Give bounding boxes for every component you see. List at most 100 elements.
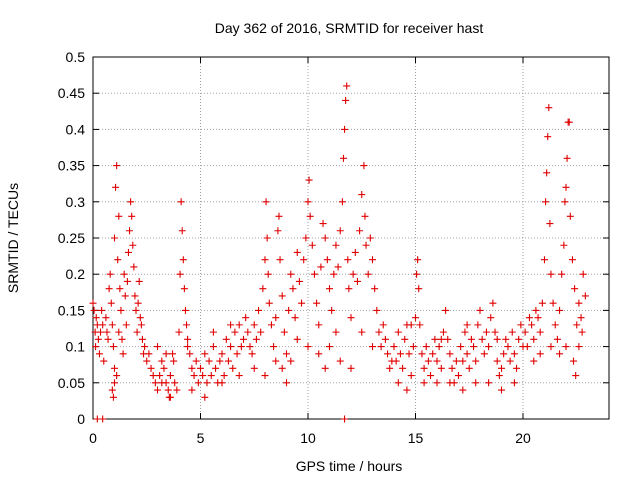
data-point (487, 314, 495, 322)
data-point (103, 328, 111, 336)
data-point (175, 328, 183, 336)
data-point (330, 270, 338, 278)
data-point (459, 357, 467, 365)
data-point (304, 198, 312, 206)
data-point (399, 364, 407, 372)
data-point (467, 335, 475, 343)
data-point (128, 212, 136, 220)
data-point (414, 256, 422, 264)
data-point (188, 364, 196, 372)
data-point (455, 372, 462, 380)
data-point (170, 357, 178, 365)
data-point (283, 350, 290, 358)
data-point (237, 343, 245, 351)
data-point (145, 350, 153, 358)
data-point (480, 350, 488, 358)
data-point (321, 234, 329, 242)
data-point (220, 372, 228, 380)
data-point (523, 343, 531, 351)
data-point (342, 96, 350, 104)
data-point (231, 328, 239, 336)
data-point (177, 198, 185, 206)
data-point (541, 256, 548, 264)
data-point (275, 212, 283, 220)
data-point (295, 277, 303, 285)
data-point (90, 306, 98, 314)
data-point (358, 191, 366, 199)
data-point (127, 198, 135, 206)
data-point (315, 321, 323, 329)
x-tick-label: 20 (515, 430, 531, 446)
data-point (180, 285, 188, 293)
data-point (233, 350, 241, 358)
x-tick-label: 10 (300, 430, 316, 446)
data-point (162, 350, 170, 358)
data-point (115, 328, 123, 336)
data-point (427, 372, 435, 380)
data-point (562, 343, 570, 351)
data-point (116, 285, 124, 293)
data-point (199, 372, 207, 380)
data-point (326, 285, 333, 293)
data-point (98, 306, 106, 314)
data-point (510, 379, 518, 387)
data-point (572, 372, 580, 380)
data-point (222, 335, 230, 343)
data-point (126, 227, 134, 235)
data-point (173, 386, 181, 394)
data-point (235, 372, 243, 380)
data-point (298, 299, 306, 307)
data-point (474, 321, 482, 329)
data-point (379, 321, 387, 329)
data-point (120, 270, 128, 278)
data-point (521, 328, 529, 336)
data-point (433, 379, 441, 387)
chart-title: Day 362 of 2016, SRMTID for receiver has… (215, 20, 484, 36)
data-point (117, 306, 125, 314)
data-point (556, 306, 564, 314)
x-axis-label: GPS time / hours (296, 458, 403, 474)
data-point (341, 125, 349, 133)
data-point (123, 277, 131, 285)
data-point (415, 285, 423, 293)
data-point (578, 328, 586, 336)
data-point (302, 234, 310, 242)
data-point (160, 364, 168, 372)
y-tick-label: 0.15 (58, 302, 85, 318)
data-point (304, 343, 312, 351)
data-point (345, 285, 353, 293)
data-point (485, 343, 493, 351)
y-tick-label: 0.35 (58, 158, 85, 174)
data-point (364, 270, 372, 278)
data-point (375, 328, 383, 336)
data-point (446, 379, 454, 387)
data-point (396, 350, 404, 358)
data-point (310, 270, 318, 278)
data-point (577, 314, 585, 322)
data-point (289, 285, 297, 293)
data-point (203, 379, 211, 387)
data-point (515, 335, 523, 343)
data-point (448, 364, 456, 372)
x-tick-label: 5 (197, 430, 205, 446)
data-point (366, 234, 374, 242)
y-tick-label: 0.5 (66, 49, 86, 65)
data-point (135, 277, 143, 285)
data-point (506, 357, 514, 365)
data-point (530, 357, 538, 365)
data-point (119, 350, 127, 358)
data-point (566, 212, 574, 220)
data-point (131, 292, 139, 300)
data-point (341, 415, 349, 423)
data-point (344, 256, 352, 264)
data-point (205, 357, 213, 365)
data-point (149, 372, 157, 380)
data-point (287, 270, 295, 278)
data-point (218, 350, 226, 358)
data-point (190, 372, 198, 380)
data-point (100, 357, 108, 365)
data-point (463, 350, 471, 358)
data-point (328, 306, 336, 314)
data-point (194, 379, 202, 387)
